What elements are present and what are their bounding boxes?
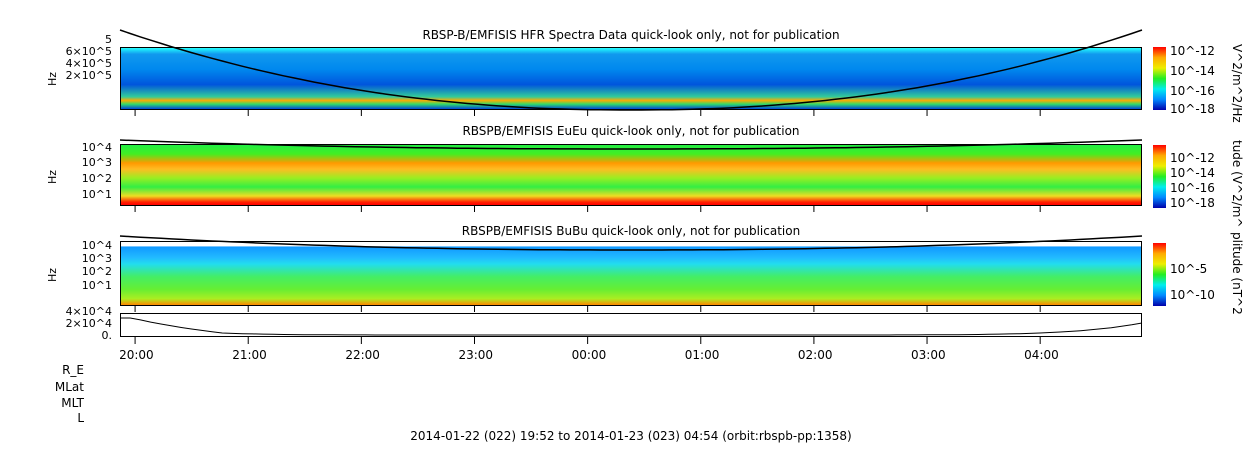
- colorbar-3: [1153, 243, 1166, 306]
- cb2-tick: 10^-18: [1170, 196, 1215, 210]
- bubu-spectrogram: [120, 241, 1142, 306]
- cb1-tick: 10^-12: [1170, 44, 1215, 58]
- cb1-tick: 10^-14: [1170, 64, 1215, 78]
- p2-ytick: 10^1: [81, 188, 112, 201]
- colorbar-1: [1153, 47, 1166, 110]
- p1-ytick: 6×10^5: [65, 45, 112, 58]
- x-tick-label: 00:00: [571, 348, 607, 362]
- p2-frequency-curve: [119, 139, 1143, 150]
- x-tick-label: 01:00: [684, 348, 720, 362]
- p1-ytick: 4×10^5: [65, 57, 112, 70]
- x-tick-label: 03:00: [911, 348, 946, 362]
- p3-ytick: 10^4: [81, 239, 112, 252]
- panel1-title: RBSP-B/EMFISIS HFR Spectra Data quick-lo…: [422, 28, 840, 42]
- x-tick-label: 02:00: [797, 348, 833, 362]
- cb2-label: tude (V^2/m^: [1230, 140, 1244, 228]
- ephem-mlat: MLat: [54, 380, 84, 394]
- x-tick-label: 21:00: [232, 348, 267, 362]
- ephem-mlt: MLT: [61, 396, 84, 410]
- p3-ytick: 10^1: [81, 279, 112, 292]
- p4-ytick: 2×10^4: [65, 317, 112, 330]
- p1-ylabel: Hz: [46, 71, 59, 86]
- footer-time-range: 2014-01-22 (022) 19:52 to 2014-01-23 (02…: [410, 429, 852, 443]
- p3-ytick: 10^3: [81, 252, 112, 265]
- cb2-tick: 10^-16: [1170, 181, 1215, 195]
- p1-ytick: 2×10^5: [65, 69, 112, 82]
- cb3-tick: 10^-10: [1170, 288, 1215, 302]
- p2-ytick: 10^2: [81, 172, 112, 185]
- ephemeris-line-panel: [120, 313, 1142, 337]
- panel3-title: RBSPB/EMFISIS BuBu quick-look only, not …: [461, 224, 801, 238]
- ephem-re: R_E: [62, 363, 84, 377]
- p4-ytick: 4×10^4: [65, 305, 112, 318]
- p1-ytick-top: 5: [105, 33, 112, 46]
- eueu-spectrogram: [120, 144, 1142, 206]
- p3-ytick: 10^2: [81, 265, 112, 278]
- p2-ylabel: Hz: [46, 169, 59, 184]
- cb3-label: plitude (nT^2: [1230, 232, 1244, 315]
- cb1-tick: 10^-16: [1170, 84, 1215, 98]
- x-tick-label: 22:00: [345, 348, 380, 362]
- p4-ytick: 0.: [101, 329, 113, 342]
- cb3-tick: 10^-5: [1170, 262, 1208, 276]
- hfr-spectrogram: [120, 47, 1142, 110]
- p2-ytick: 10^4: [81, 141, 112, 154]
- ephem-l: L: [77, 411, 84, 425]
- p3-frequency-curve: [119, 235, 1143, 251]
- p2-ytick: 10^3: [81, 156, 112, 169]
- cb1-tick: 10^-18: [1170, 102, 1215, 116]
- colorbar-2: [1153, 145, 1166, 208]
- panel2-title: RBSPB/EMFISIS EuEu quick-look only, not …: [462, 124, 800, 138]
- ephemeris-line: [120, 317, 1143, 336]
- x-tick-label: 20:00: [119, 348, 154, 362]
- cb2-tick: 10^-14: [1170, 166, 1215, 180]
- p3-ylabel: Hz: [46, 267, 59, 282]
- cb1-label: V^2/m^2/Hz: [1230, 44, 1244, 123]
- p1-frequency-curve: [119, 29, 1143, 111]
- cb2-tick: 10^-12: [1170, 151, 1215, 165]
- x-tick-label: 04:00: [1024, 348, 1059, 362]
- x-tick-label: 23:00: [458, 348, 494, 362]
